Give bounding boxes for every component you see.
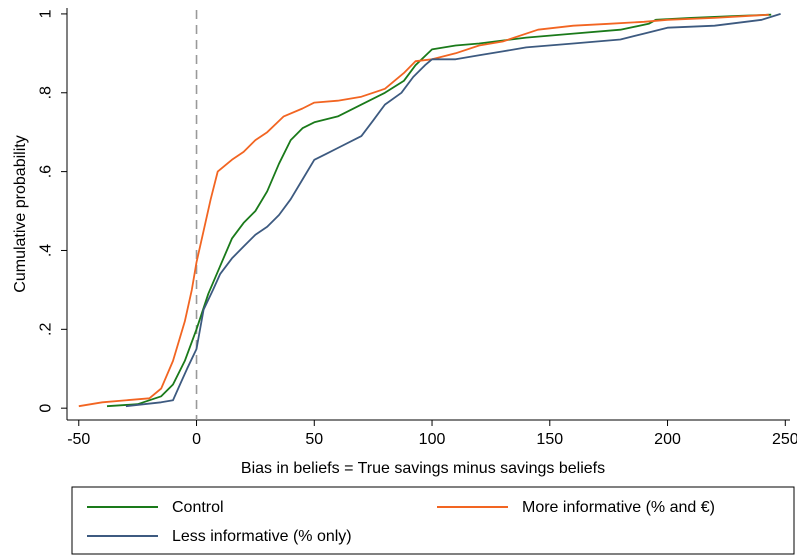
x-axis-title: Bias in beliefs = True savings minus sav… — [241, 460, 605, 477]
legend-box — [71, 486, 795, 555]
x-tick-label: 200 — [654, 431, 681, 448]
x-tick-label: 250 — [772, 431, 797, 448]
legend-label-less-informative: Less informative (% only) — [172, 528, 352, 545]
x-tick-label: 150 — [536, 431, 563, 448]
x-tick-label: 100 — [419, 431, 446, 448]
y-axis-title: Cumulative probability — [12, 135, 29, 292]
plot-area — [66, 8, 790, 421]
legend: Control More informative (% and €) Less … — [71, 486, 795, 555]
y-tick-label: .6 — [38, 165, 55, 178]
y-tick-label: 1 — [38, 9, 55, 18]
y-tick-label: .4 — [38, 244, 55, 257]
y-tick-label: 0 — [38, 404, 55, 413]
y-tick-label: .8 — [38, 86, 55, 99]
x-tick-label: -50 — [67, 431, 90, 448]
series-line-0 — [106, 13, 772, 408]
legend-label-control: Control — [172, 499, 224, 516]
x-ticks: -50 0 50 100 150 200 250 — [67, 420, 797, 448]
series-line-1 — [78, 13, 769, 408]
x-tick-label: 0 — [192, 431, 201, 448]
series-layer — [78, 13, 781, 408]
x-tick-label: 50 — [305, 431, 323, 448]
y-tick-label: .2 — [38, 323, 55, 336]
series-line-2 — [125, 13, 781, 408]
legend-label-more-informative: More informative (% and €) — [522, 499, 715, 516]
y-ticks: 0 .2 .4 .6 .8 1 — [38, 9, 67, 413]
